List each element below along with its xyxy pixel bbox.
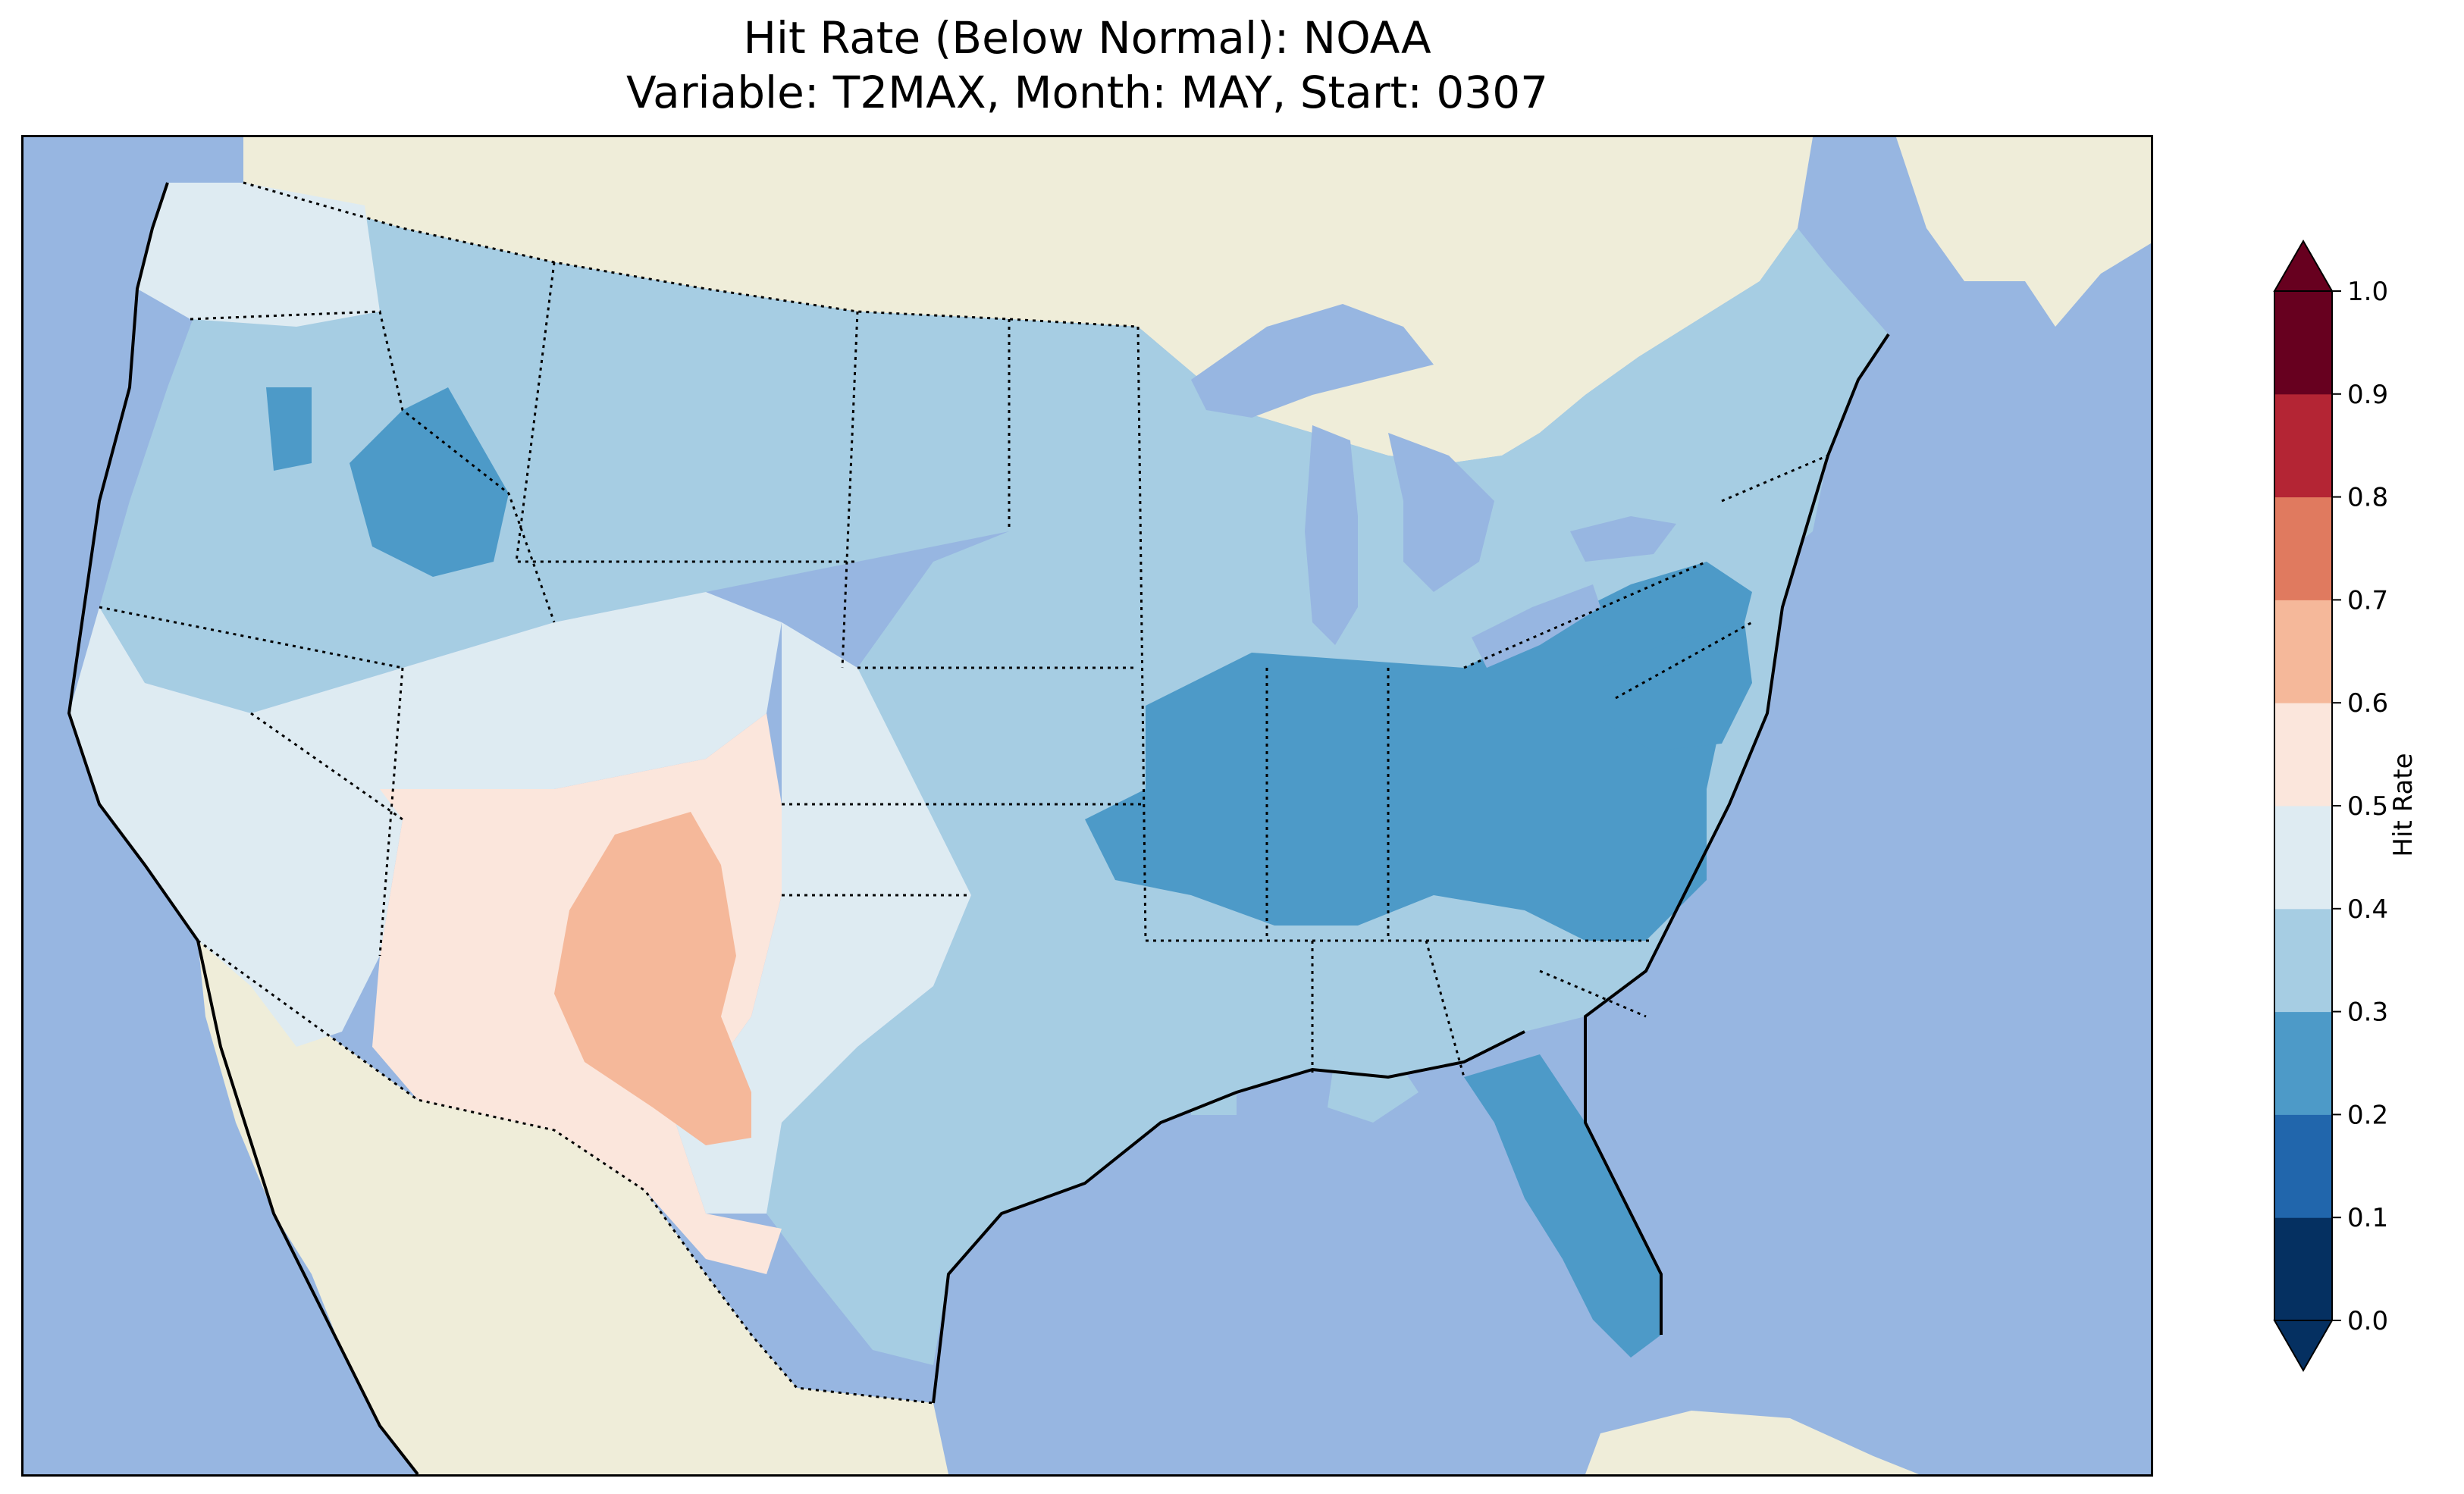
colorbar-bin — [2274, 1217, 2332, 1321]
colorbar-bin — [2274, 1011, 2332, 1115]
map-title: Hit Rate (Below Normal): NOAA Variable: … — [21, 11, 2153, 120]
colorbar-bin — [2274, 1114, 2332, 1218]
title-line-1: Hit Rate (Below Normal): NOAA — [743, 12, 1431, 64]
coast-baja — [196, 940, 419, 1474]
map-panel — [21, 135, 2153, 1477]
colorbar-bin — [2274, 600, 2332, 703]
colorbar-tick-label: 0.1 — [2347, 1203, 2388, 1233]
border-state-lines-d — [1265, 454, 1829, 941]
region-florida-peninsula — [1464, 1054, 1661, 1358]
coast-pacific — [67, 182, 199, 942]
border-state-lines-c — [782, 803, 1654, 1078]
colorbar-tick-label: 0.0 — [2347, 1306, 2388, 1336]
colorbar-tick-label: 0.5 — [2347, 791, 2388, 822]
lake-superior — [1191, 304, 1434, 418]
colorbar-bin — [2274, 806, 2332, 910]
lake-ontario — [1570, 516, 1676, 562]
region-new-mexico-west-texas-core — [554, 812, 751, 1145]
colorbar: 0.0 0.1 0.2 0.3 0.4 0.5 0.6 0.7 0.8 0.9 1.0 — [2273, 239, 2388, 1373]
colorbar-bin — [2274, 291, 2332, 395]
lake-erie — [1472, 584, 1600, 668]
colorbar-tick-label: 0.9 — [2347, 380, 2388, 410]
great-lakes — [1191, 304, 1676, 668]
region-pacific-northwest — [137, 183, 380, 327]
colorbar-tick-label: 0.6 — [2347, 688, 2388, 719]
map-canvas — [24, 137, 2151, 1474]
cuba-land — [1585, 1411, 1919, 1474]
colorbar-bin — [2274, 496, 2332, 600]
coastlines — [67, 182, 1890, 1474]
state-borders — [99, 181, 1829, 1405]
region-idaho-oregon-pockets-2 — [266, 387, 312, 471]
region-southeast-2 — [1191, 1070, 1237, 1115]
region-mid-atlantic — [1600, 622, 1752, 751]
colorbar-tick-label: 0.2 — [2347, 1100, 2388, 1130]
region-idaho-oregon-pockets — [350, 387, 509, 577]
title-line-2: Variable: T2MAX, Month: MAY, Start: 0307 — [625, 67, 1549, 118]
colorbar-extend-min — [2273, 1320, 2334, 1373]
border-state-lines-a — [99, 310, 556, 957]
mexico-land — [198, 941, 948, 1474]
colorbar-tick-label: 0.4 — [2347, 894, 2388, 925]
coast-gulf — [932, 1030, 1525, 1404]
lake-michigan — [1305, 425, 1358, 645]
colorbar-extend-max — [2273, 239, 2334, 292]
colorbar-label: Hit Rate — [2388, 753, 2419, 857]
coast-atlantic — [1584, 333, 1890, 1335]
canada-land — [243, 137, 1813, 463]
lake-huron — [1388, 433, 1494, 592]
colorbar-bin — [2274, 703, 2332, 807]
colorbar-tick-label: 0.8 — [2347, 483, 2388, 513]
colorbar-canvas: 0.0 0.1 0.2 0.3 0.4 0.5 0.6 0.7 0.8 0.9 1.0 — [2273, 239, 2388, 1373]
atlantic-canada-land — [1896, 137, 2151, 327]
colorbar-bin — [2274, 908, 2332, 1013]
region-northeast — [1722, 425, 1828, 562]
region-southeast — [1328, 1047, 1419, 1123]
region-great-basin-california — [69, 592, 782, 1047]
region-southern-plains — [676, 622, 971, 1214]
border-state-lines-b — [515, 262, 1147, 941]
colorbar-bin — [2274, 393, 2332, 498]
colorbar-tick-label: 1.0 — [2347, 277, 2388, 307]
colorbar-tick-label: 0.7 — [2347, 585, 2388, 615]
colorbar-tick-label: 0.3 — [2347, 998, 2388, 1028]
region-ohio-valley — [1085, 562, 1752, 941]
